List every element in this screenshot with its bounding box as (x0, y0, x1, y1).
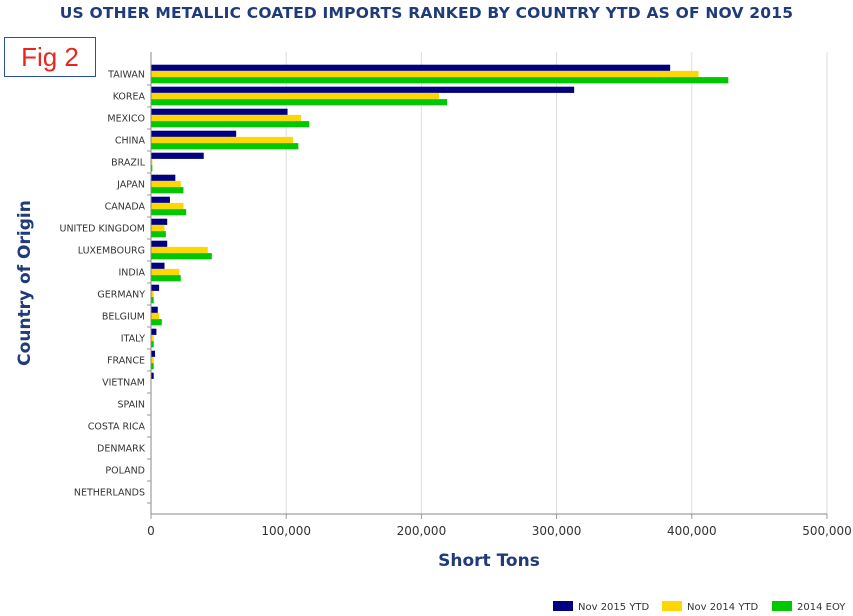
bar (151, 224, 165, 232)
legend-label: Nov 2015 YTD (578, 602, 650, 613)
gridlines (285, 52, 828, 514)
category-label: CHINA (115, 136, 146, 147)
bar (151, 202, 184, 210)
bar (151, 99, 448, 106)
category-label: DENMARK (97, 444, 146, 455)
chart-title: US OTHER METALLIC COATED IMPORTS RANKED … (59, 4, 794, 22)
bar (151, 312, 160, 320)
bar (151, 356, 154, 364)
bar (151, 350, 156, 357)
category-label: FRANCE (107, 356, 145, 367)
bar (151, 196, 170, 203)
bar (151, 143, 299, 150)
x-tick-label: 100,000 (261, 524, 311, 538)
category-label: KOREA (113, 92, 146, 103)
bar (151, 341, 154, 348)
category-label: UNITED KINGDOM (60, 224, 146, 235)
legend-swatch (662, 601, 682, 611)
bar (151, 363, 154, 370)
bar (151, 180, 181, 188)
bar (151, 121, 310, 128)
bar (151, 158, 153, 166)
bar (151, 284, 160, 291)
x-tick-labels: 0 100,000 200,000 300,000 400,000 500,000 (147, 524, 852, 538)
bar (151, 174, 176, 181)
legend-swatch (553, 601, 573, 611)
category-label: JAPAN (116, 180, 145, 191)
category-label: LUXEMBOURG (78, 246, 145, 257)
category-label: INDIA (118, 268, 145, 279)
bar (151, 372, 154, 379)
bar (151, 262, 165, 269)
category-label: VIETNAM (102, 378, 145, 389)
category-label: SPAIN (117, 400, 145, 411)
category-label: TAIWAN (107, 70, 145, 81)
bar (151, 275, 181, 282)
bar (151, 306, 158, 313)
category-label: MEXICO (107, 114, 145, 125)
category-label: BELGIUM (102, 312, 145, 323)
bar (151, 268, 180, 276)
bars (151, 64, 729, 379)
bar (151, 77, 729, 84)
figure-label: Fig 2 (4, 37, 96, 77)
bar (151, 319, 162, 326)
bar (151, 114, 302, 122)
category-label: GERMANY (97, 290, 145, 301)
bar (151, 92, 439, 100)
legend-swatch (772, 601, 792, 611)
bar (151, 152, 204, 159)
legend: Nov 2015 YTD Nov 2014 YTD 2014 EOY (553, 601, 846, 613)
category-label: COSTA RICA (88, 422, 146, 433)
bar (151, 86, 575, 93)
axes (147, 52, 828, 519)
category-label: ITALY (121, 334, 145, 345)
legend-label: Nov 2014 YTD (687, 602, 759, 613)
bar (151, 231, 166, 238)
bar (151, 187, 184, 194)
bar (151, 165, 153, 172)
y-axis-title: Country of Origin (15, 200, 35, 366)
x-tick-label: 0 (147, 524, 155, 538)
bar (151, 290, 154, 298)
category-label: BRAZIL (111, 158, 146, 169)
bar (151, 209, 187, 216)
bar (151, 328, 157, 335)
x-tick-label: 200,000 (397, 524, 447, 538)
category-label: NETHERLANDS (74, 488, 145, 499)
bar (151, 70, 699, 78)
x-axis-title: Short Tons (438, 551, 540, 571)
x-tick-label: 300,000 (532, 524, 582, 538)
bar (151, 334, 154, 342)
bar (151, 218, 168, 225)
bar (151, 253, 212, 260)
x-tick-label: 500,000 (802, 524, 852, 538)
bar (151, 136, 293, 144)
legend-label: 2014 EOY (797, 602, 846, 613)
bar (151, 108, 288, 115)
bar (151, 240, 168, 247)
category-label: POLAND (105, 466, 145, 477)
category-labels: TAIWAN KOREA MEXICO CHINA BRAZIL JAPAN CANADA U… (60, 70, 146, 499)
x-tick-label: 400,000 (667, 524, 717, 538)
bar (151, 64, 671, 71)
category-label: CANADA (105, 202, 146, 213)
bar (151, 130, 237, 137)
bar (151, 297, 154, 304)
bar (151, 246, 208, 254)
